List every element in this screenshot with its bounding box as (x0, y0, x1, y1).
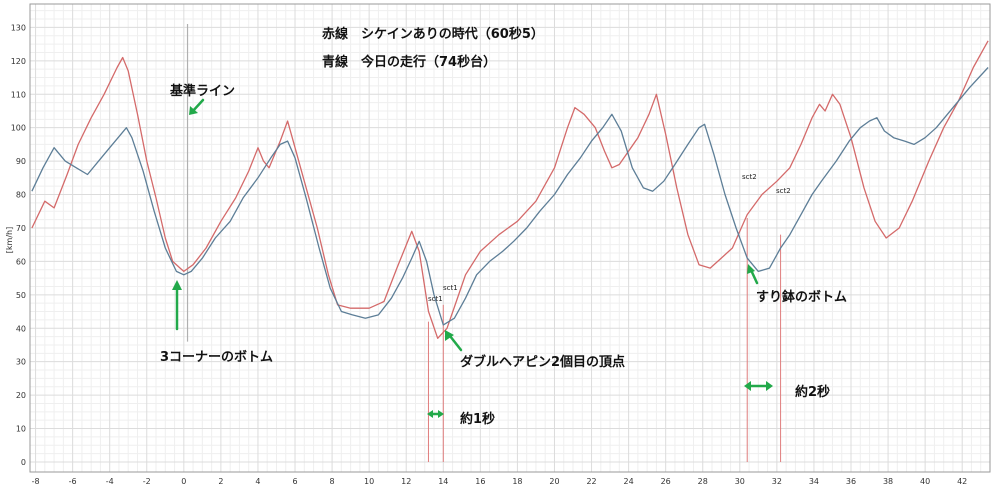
x-tick-label: 32 (772, 477, 782, 486)
sct2-label-a: sct2 (742, 173, 757, 181)
sct2-label-b: sct2 (776, 187, 791, 195)
about-1s-label: 約1秒 (460, 411, 495, 427)
x-tick-label: 36 (846, 477, 856, 486)
x-tick-label: 10 (364, 477, 374, 486)
legend-red-text: 赤線 シケインありの時代（60秒5） (322, 26, 544, 42)
x-tick-label: 22 (586, 477, 596, 486)
hairpin-arrow-icon (445, 330, 463, 352)
y-tick-label: 20 (16, 391, 26, 400)
x-tick-label: 14 (438, 477, 448, 486)
x-tick-label: 2 (218, 477, 223, 486)
x-tick-label: 34 (809, 477, 819, 486)
x-tick-label: 12 (401, 477, 411, 486)
minor-grid (30, 4, 990, 472)
y-tick-labels: 0 10 20 30 40 50 60 70 80 90 100 110 120 130 (11, 23, 26, 467)
y-tick-label: 80 (16, 191, 26, 200)
y-tick-label: 100 (11, 124, 26, 133)
base-line-arrow-icon (189, 98, 205, 115)
series-lines (31, 40, 989, 339)
series-line-blue (31, 67, 989, 326)
y-tick-label: 70 (16, 224, 26, 233)
x-tick-label: 0 (181, 477, 186, 486)
x-tick-label: 30 (735, 477, 745, 486)
legend-blue-text: 青線 今日の走行（74秒台） (322, 54, 496, 70)
series-line-red (31, 40, 989, 339)
x-tick-label: 40 (920, 477, 930, 486)
x-tick-label: 42 (957, 477, 967, 486)
green-arrows (172, 98, 773, 418)
double-hairpin-label: ダブルヘアピン2個目の頂点 (460, 354, 625, 370)
one-second-span-icon (427, 410, 444, 418)
x-tick-label: -6 (69, 477, 77, 486)
sct1-label-a: sct1 (428, 295, 443, 303)
y-tick-label: 0 (21, 458, 26, 467)
x-tick-label: 24 (624, 477, 634, 486)
x-tick-label: 6 (292, 477, 297, 486)
x-tick-label: -8 (32, 477, 40, 486)
y-tick-label: 120 (11, 57, 26, 66)
y-tick-label: 60 (16, 257, 26, 266)
x-tick-label: 16 (475, 477, 485, 486)
y-tick-label: 30 (16, 358, 26, 367)
y-axis-label: [km/h] (5, 227, 14, 253)
x-tick-labels: -8 -6 -4 -2 0 2 4 6 8 10 12 14 16 18 20 22 24 26 28 30 32 34 3… (32, 477, 968, 486)
two-second-span-icon (744, 381, 773, 391)
y-tick-label: 40 (16, 324, 26, 333)
corner3-label: 3コーナーのボトム (160, 349, 273, 365)
suribachi-label: すり鉢のボトム (756, 289, 847, 305)
y-tick-label: 50 (16, 291, 26, 300)
x-tick-label: -2 (143, 477, 151, 486)
x-tick-label: 28 (698, 477, 708, 486)
x-tick-label: 4 (255, 477, 260, 486)
x-tick-label: 8 (330, 477, 335, 486)
about-2s-label: 約2秒 (795, 384, 830, 400)
x-tick-label: 26 (661, 477, 671, 486)
x-tick-label: 18 (512, 477, 522, 486)
plot-frame (29, 3, 991, 473)
corner3-arrow-icon (172, 280, 182, 331)
y-tick-label: 110 (11, 90, 26, 99)
suribachi-arrow-icon (747, 264, 759, 285)
y-tick-label: 90 (16, 157, 26, 166)
x-tick-label: 20 (549, 477, 559, 486)
base-line-label: 基準ライン (169, 83, 235, 99)
x-tick-label: -4 (106, 477, 114, 486)
y-tick-label: 10 (16, 425, 26, 434)
sct1-label-b: sct1 (443, 284, 458, 292)
y-tick-label: 130 (11, 23, 26, 32)
x-tick-label: 38 (883, 477, 893, 486)
